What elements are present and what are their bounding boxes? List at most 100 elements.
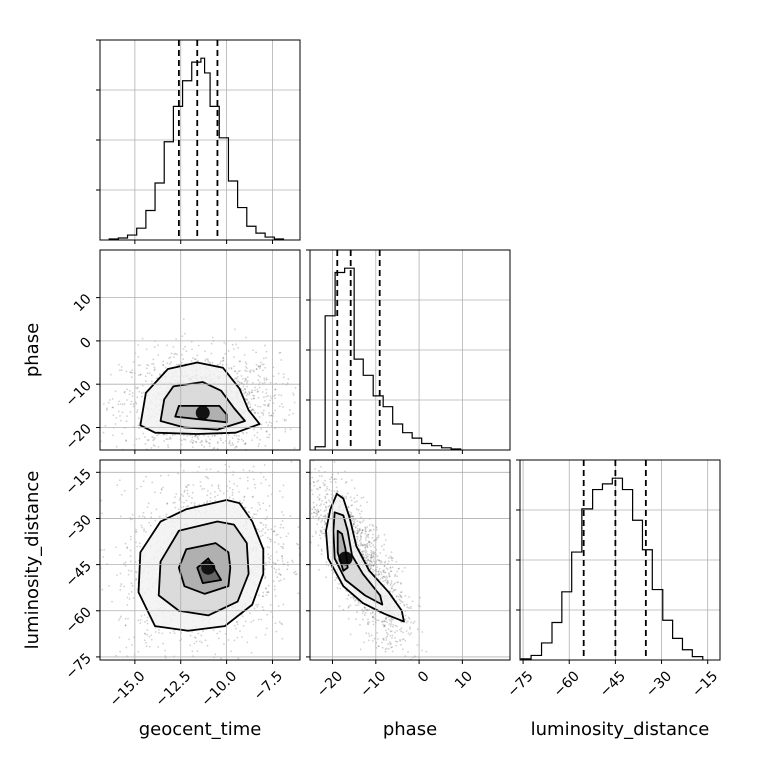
sample-point <box>377 574 380 577</box>
sample-point <box>337 582 340 585</box>
sample-point <box>246 487 249 490</box>
x-tick-label: −10.0 <box>199 668 241 710</box>
sample-point <box>262 523 265 526</box>
sample-point <box>395 644 397 647</box>
sample-point <box>137 364 140 367</box>
sample-point <box>401 601 404 604</box>
sample-point <box>254 404 257 406</box>
sample-point <box>318 534 321 537</box>
sample-point <box>406 620 409 623</box>
sample-point <box>394 575 396 577</box>
sample-point <box>281 637 284 640</box>
sample-point <box>255 636 258 639</box>
sample-point <box>247 391 250 393</box>
sample-point <box>157 646 160 648</box>
sample-point <box>369 567 372 569</box>
sample-point <box>137 619 140 622</box>
sample-point <box>126 547 129 550</box>
sample-point <box>134 561 137 563</box>
sample-point <box>373 637 376 640</box>
sample-point <box>141 395 143 398</box>
sample-point <box>387 560 390 563</box>
sample-point <box>391 646 394 649</box>
sample-point <box>359 521 362 524</box>
histogram-luminosity_distance <box>520 477 704 660</box>
sample-point <box>257 405 259 408</box>
sample-point <box>141 337 144 340</box>
sample-point <box>177 472 179 475</box>
sample-point <box>267 591 269 593</box>
sample-point <box>147 502 150 505</box>
sample-point <box>150 634 153 637</box>
sample-point <box>373 546 376 549</box>
sample-point <box>239 477 242 480</box>
sample-point <box>130 400 133 403</box>
sample-point <box>189 434 192 437</box>
sample-point <box>162 364 165 367</box>
sample-point <box>228 465 231 468</box>
sample-point <box>265 421 268 424</box>
sample-point <box>372 533 374 536</box>
sample-point <box>386 580 389 583</box>
sample-point <box>359 602 361 605</box>
sample-point <box>238 438 240 441</box>
sample-point <box>376 619 378 621</box>
sample-point <box>119 617 122 619</box>
sample-point <box>209 492 212 495</box>
sample-point <box>246 399 248 402</box>
sample-point <box>388 623 391 625</box>
sample-point <box>153 346 156 348</box>
sample-point <box>143 436 146 438</box>
sample-point <box>126 388 128 391</box>
sample-point <box>143 613 146 616</box>
sample-point <box>206 440 208 443</box>
sample-point <box>244 443 246 446</box>
sample-point <box>213 434 216 437</box>
sample-point <box>377 570 380 573</box>
sample-point <box>146 616 149 619</box>
sample-point <box>194 434 197 437</box>
y-tick-label: −75 <box>63 650 95 682</box>
y-tick-label: −30 <box>63 512 95 544</box>
sample-point <box>272 375 275 378</box>
sample-point <box>279 490 281 493</box>
sample-point <box>382 575 385 578</box>
sample-point <box>140 524 143 527</box>
sample-point <box>191 441 194 444</box>
sample-point <box>197 359 199 362</box>
sample-point <box>318 494 321 496</box>
sample-point <box>145 367 148 370</box>
sample-point <box>264 587 267 590</box>
sample-point <box>119 650 122 653</box>
sample-point <box>326 493 329 496</box>
sample-point <box>335 486 338 489</box>
sample-point <box>141 515 144 518</box>
sample-point <box>396 570 398 573</box>
sample-point <box>131 514 134 516</box>
sample-point <box>136 411 138 413</box>
sample-point <box>373 556 376 559</box>
sample-point <box>222 492 225 495</box>
sample-point <box>114 390 117 393</box>
sample-point <box>323 528 325 531</box>
sample-point <box>383 533 386 536</box>
sample-point <box>265 524 268 527</box>
sample-point <box>270 424 273 427</box>
sample-point <box>139 622 142 625</box>
sample-point <box>245 363 248 365</box>
sample-point <box>233 328 236 331</box>
sample-point <box>370 561 373 564</box>
sample-point <box>183 489 186 492</box>
sample-point <box>378 567 381 570</box>
sample-point <box>400 582 402 585</box>
sample-point <box>257 445 260 448</box>
sample-point <box>185 505 188 508</box>
sample-point <box>282 406 284 408</box>
sample-point <box>377 638 379 640</box>
sample-point <box>372 554 375 557</box>
sample-point <box>369 560 371 563</box>
sample-point <box>206 358 209 361</box>
panel-frame <box>99 459 301 661</box>
sample-point <box>371 616 374 619</box>
sample-point <box>281 623 284 626</box>
